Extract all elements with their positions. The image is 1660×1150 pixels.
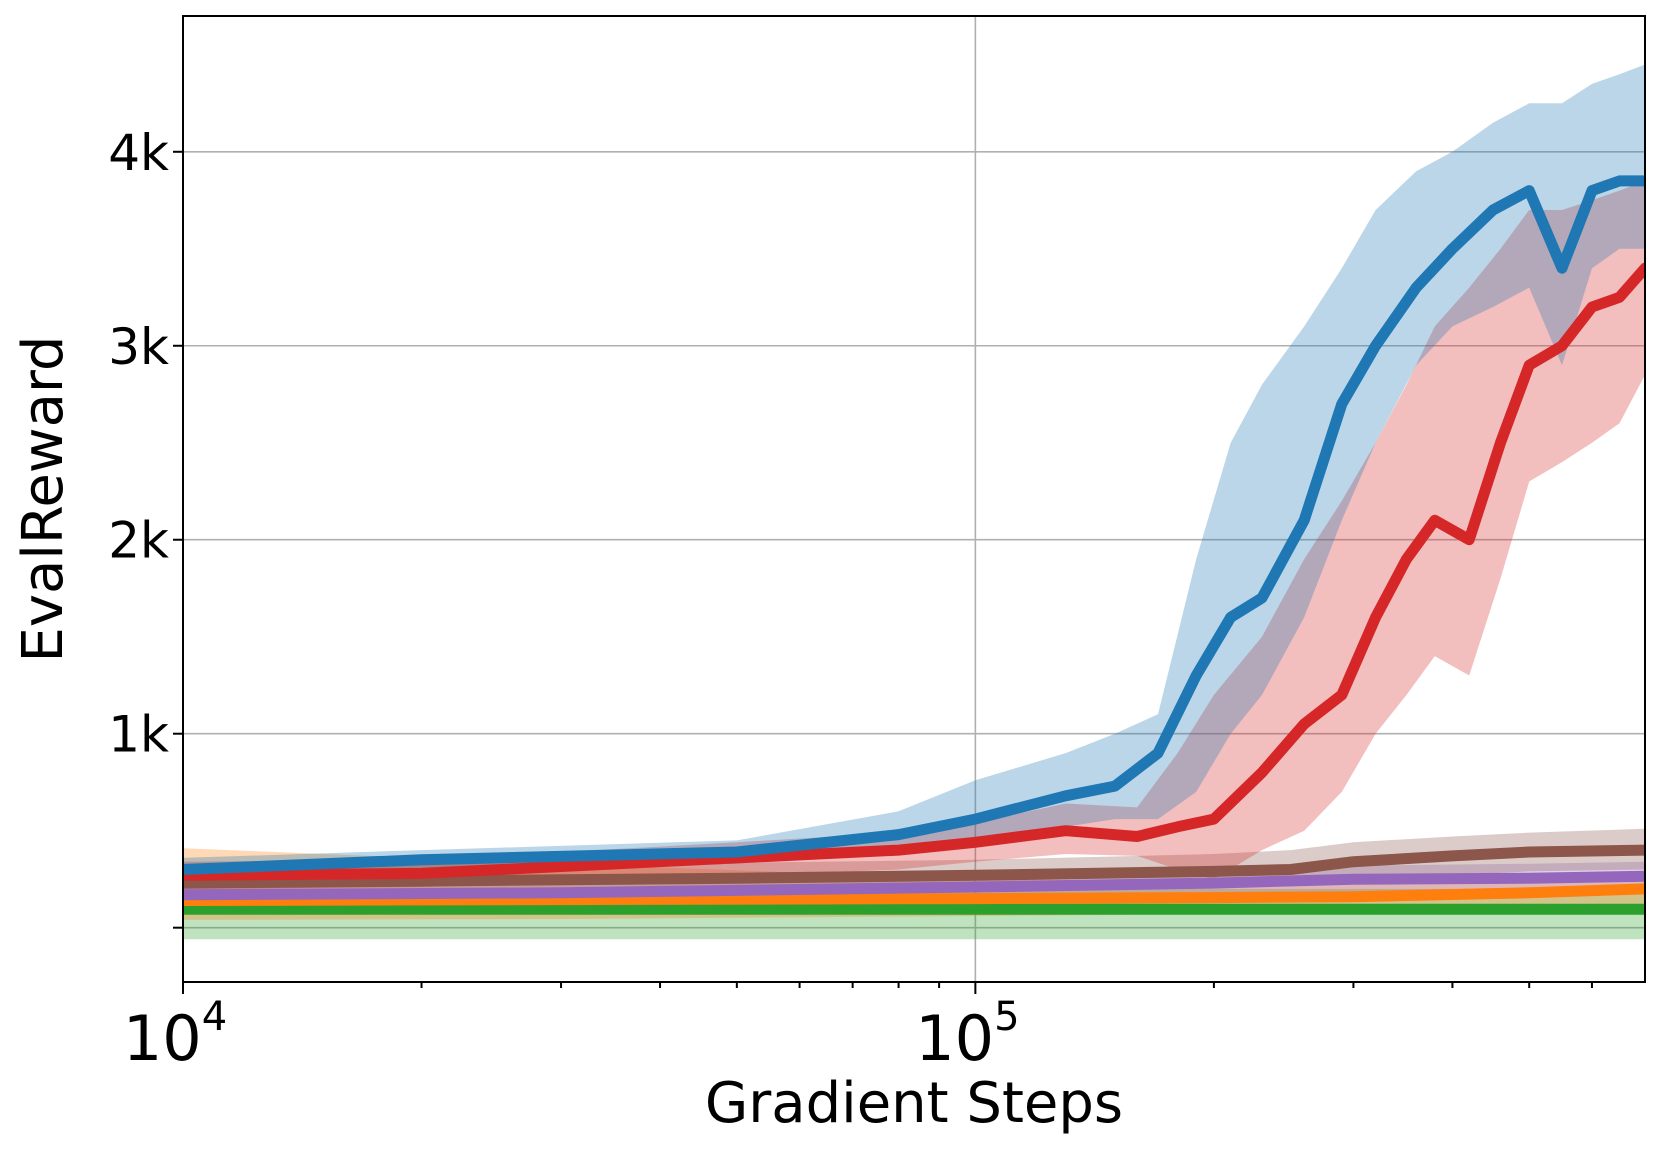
y-tick-label: 4k bbox=[108, 124, 169, 182]
x-tick-labels: 104 105 bbox=[123, 994, 1020, 1075]
y-axis-label: EvalReward bbox=[11, 336, 76, 663]
plot-background bbox=[183, 16, 1645, 982]
y-tick-labels: 1k 2k 3k 4k bbox=[108, 124, 169, 764]
axis-ticks bbox=[173, 150, 1593, 994]
series-band-4 bbox=[183, 180, 1645, 889]
series-line-5 bbox=[183, 175, 1645, 875]
x-tick-label-base: 10 bbox=[915, 1002, 994, 1075]
series-line-3 bbox=[183, 844, 1645, 889]
x-tick-label: 105 bbox=[915, 994, 1019, 1075]
series-band-5 bbox=[183, 64, 1645, 880]
series-line-4 bbox=[183, 262, 1645, 881]
series-line-2 bbox=[183, 870, 1645, 901]
x-tick-label-exponent: 4 bbox=[202, 994, 227, 1040]
x-axis-label: Gradient Steps bbox=[705, 1071, 1123, 1136]
plot-frame bbox=[182, 15, 1646, 983]
x-tick-label-exponent: 5 bbox=[994, 994, 1019, 1040]
y-tick-label: 2k bbox=[108, 512, 169, 570]
series-line-1 bbox=[183, 883, 1645, 906]
y-tick-label: 3k bbox=[108, 318, 169, 376]
x-tick-label: 104 bbox=[123, 994, 227, 1075]
y-tick-label: 1k bbox=[108, 706, 169, 764]
x-tick-label-base: 10 bbox=[123, 1002, 202, 1075]
series-lines bbox=[183, 175, 1645, 915]
